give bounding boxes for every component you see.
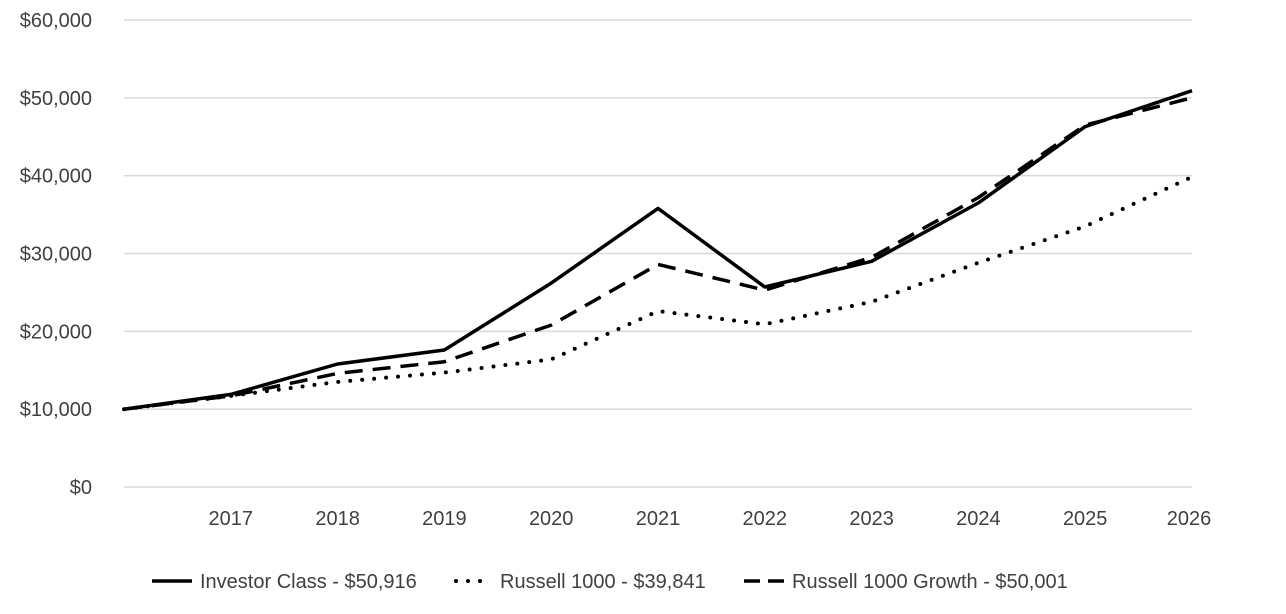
y-tick-label: $60,000 (20, 10, 92, 32)
legend: Investor Class - $50,916 Russell 1000 - $… (152, 571, 1068, 593)
x-tick-label: 2021 (636, 508, 681, 530)
x-tick-label: 2024 (956, 508, 1001, 530)
y-tick-label: $50,000 (20, 88, 92, 110)
x-tick-label: 2022 (743, 508, 788, 530)
y-tick-label: $0 (70, 477, 92, 499)
series-line-solid (123, 89, 1193, 411)
grid-lines (124, 19, 1192, 488)
y-tick-label: $30,000 (20, 244, 92, 266)
x-tick-label: 2018 (315, 508, 360, 530)
legend-label: Russell 1000 - $39,841 (500, 571, 706, 593)
series-line-dashed (123, 96, 1193, 411)
y-axis-ticks: $0 $10,000 $20,000 $30,000 $40,000 $50,000 $60… (20, 10, 92, 499)
series-lines (122, 89, 1194, 412)
x-tick-label: 2026 (1167, 508, 1212, 530)
legend-label: Russell 1000 Growth - $50,001 (792, 571, 1068, 593)
y-tick-label: $40,000 (20, 166, 92, 188)
y-tick-label: $20,000 (20, 321, 92, 343)
y-tick-label: $10,000 (20, 399, 92, 421)
x-tick-label: 2017 (209, 508, 254, 530)
x-tick-label: 2019 (422, 508, 467, 530)
x-tick-label: 2020 (529, 508, 574, 530)
x-axis-ticks: 2017 2018 2019 2020 2021 2022 2023 2024 2025 2026 (209, 508, 1212, 530)
x-tick-label: 2023 (849, 508, 894, 530)
x-tick-label: 2025 (1063, 508, 1108, 530)
legend-label: Investor Class - $50,916 (200, 571, 417, 593)
series-line-dotted (122, 174, 1194, 412)
